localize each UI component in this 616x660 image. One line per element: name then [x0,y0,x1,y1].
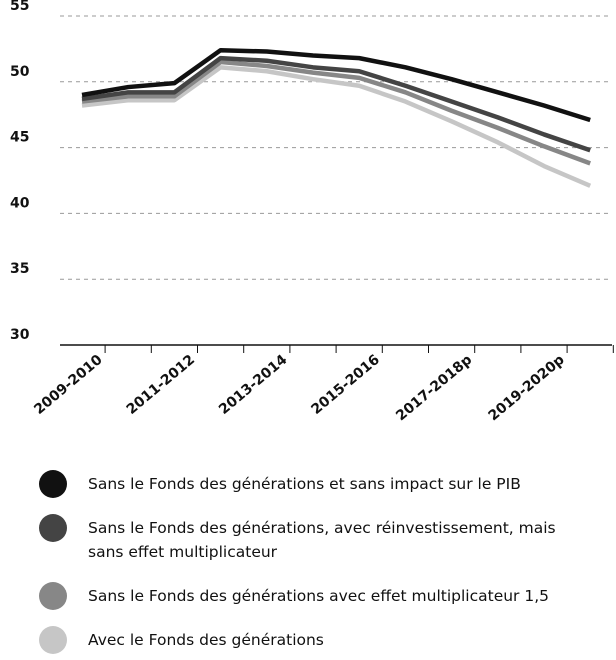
x-tick-label: 2013-2014 [216,352,291,418]
x-tick-label: 2011-2012 [124,352,198,418]
legend-item: Sans le Fonds des générations avec effet… [0,582,550,610]
y-tick-label: 50 [10,64,30,80]
legend-label: Sans le Fonds des générations et sans im… [88,475,521,493]
y-tick-label: 30 [10,327,30,343]
x-tick-label: 2019-2020p [486,352,568,425]
x-tick-label: 2015-2016 [308,352,382,418]
line [81,65,592,188]
legend-swatch [39,582,67,610]
x-tick-label: 2017-2018p [393,352,475,425]
y-tick-label: 40 [10,195,30,211]
legend-swatch [39,470,67,498]
line [81,47,591,123]
legend-label: Sans le Fonds des générations avec effet… [88,587,550,605]
chart: 30 35 40 45 50 55 2009-2010 2011-2012 2013-2014 2… [10,0,614,425]
legend-item: Sans le Fonds des générations, avec réin… [0,514,568,564]
legend-label: Avec le Fonds des générations [88,631,324,649]
legend-swatch [39,514,67,542]
legend-item: Sans le Fonds des générations et sans im… [0,470,521,498]
legend-label: Sans le Fonds des générations, avec réin… [88,519,556,561]
y-tick-label: 35 [10,261,29,277]
x-tick-label: 2009-2010 [31,352,106,418]
line [81,59,591,166]
legend-swatch [39,626,67,654]
y-tick-label: 45 [10,130,29,146]
y-tick-label: 55 [10,0,29,14]
line [81,55,591,153]
legend-item: Avec le Fonds des générations [0,626,324,654]
